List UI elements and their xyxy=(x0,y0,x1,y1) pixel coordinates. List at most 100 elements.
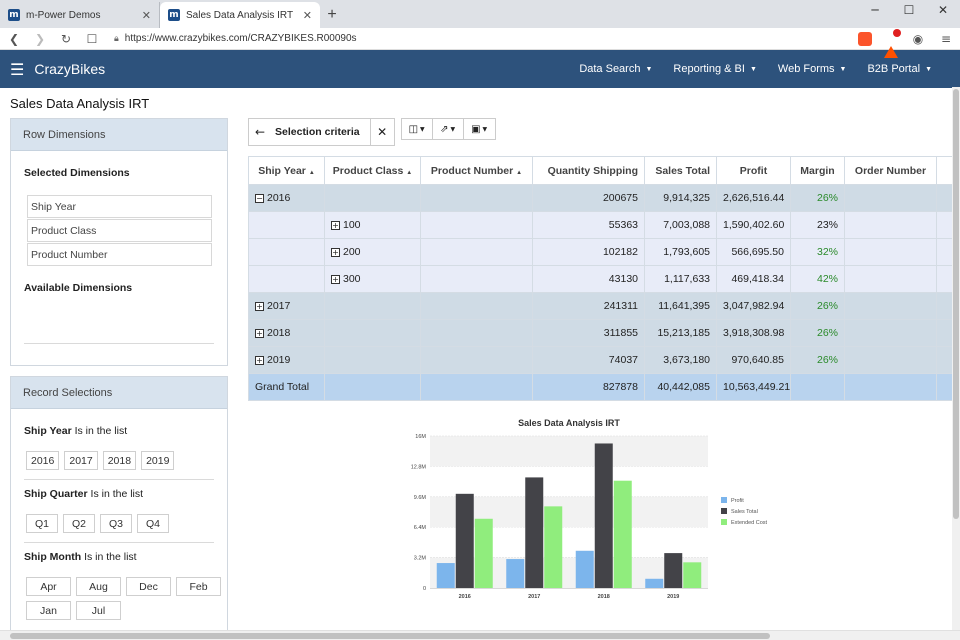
legend-swatch[interactable] xyxy=(721,497,727,503)
expand-icon[interactable]: + xyxy=(331,220,340,230)
column-header[interactable]: Product Number ▲ xyxy=(420,156,533,185)
menu-data-search[interactable]: Data Search ▼ xyxy=(579,63,653,75)
row-dimensions-header[interactable]: Row Dimensions xyxy=(11,119,227,151)
chart-bar-sales-total[interactable] xyxy=(525,477,544,588)
cell-product-number xyxy=(420,265,533,293)
brave-shield-icon[interactable] xyxy=(858,31,872,46)
browser-tab[interactable]: m m-Power Demos ✕ xyxy=(0,2,160,28)
chart-bar-extended-cost[interactable] xyxy=(544,506,563,588)
column-header[interactable]: Margin xyxy=(790,156,845,185)
rewards-icon[interactable] xyxy=(884,28,901,58)
cell-text: 40,442,085 xyxy=(657,381,710,393)
new-tab-button[interactable]: + xyxy=(327,6,337,23)
minimize-button[interactable]: ─ xyxy=(871,3,879,17)
bookmark-icon[interactable]: ☐ xyxy=(86,31,98,46)
chart-bar-sales-total[interactable] xyxy=(594,443,613,588)
value-chip[interactable]: 2019 xyxy=(141,451,175,470)
column-header[interactable]: Order Number xyxy=(844,156,937,185)
menu-reporting-bi[interactable]: Reporting & BI ▼ xyxy=(673,63,757,75)
expand-icon[interactable]: + xyxy=(255,355,264,365)
legend-label[interactable]: Profit xyxy=(731,498,744,504)
account-icon[interactable]: ◉ xyxy=(912,31,924,46)
legend-swatch[interactable] xyxy=(721,519,727,525)
dimension-product-number[interactable]: Product Number xyxy=(27,243,212,266)
scrollbar-thumb[interactable] xyxy=(10,633,770,639)
available-dimensions-label: Available Dimensions xyxy=(24,282,133,294)
menu-icon[interactable]: ≡ xyxy=(940,31,952,46)
collapse-icon[interactable]: − xyxy=(255,193,264,203)
value-chip[interactable]: Jan xyxy=(26,601,71,620)
cell-text: 74037 xyxy=(608,354,638,366)
expand-icon[interactable]: + xyxy=(255,301,264,311)
columns-button[interactable]: ◫ ▼ xyxy=(402,119,433,139)
value-chip[interactable]: Dec xyxy=(126,577,171,596)
close-window-button[interactable]: ✕ xyxy=(937,3,949,17)
dimension-ship-year[interactable]: Ship Year xyxy=(27,195,212,218)
value-chip[interactable]: Apr xyxy=(26,577,71,596)
x-tick-label: 2016 xyxy=(459,594,471,600)
legend-swatch[interactable] xyxy=(721,508,727,514)
forward-icon[interactable]: ❯ xyxy=(34,31,46,46)
cell-product-class xyxy=(324,346,421,374)
divider xyxy=(24,343,214,344)
value-chip[interactable]: 2016 xyxy=(26,451,60,470)
value-chip[interactable]: Q4 xyxy=(137,514,169,533)
horizontal-scrollbar[interactable] xyxy=(0,630,960,640)
legend-label[interactable]: Extended Cost xyxy=(731,520,768,526)
chart-bar-extended-cost[interactable] xyxy=(474,518,493,588)
column-header[interactable]: Quantity Shipping xyxy=(532,156,645,185)
close-tab-icon[interactable]: ✕ xyxy=(302,9,312,22)
legend-label[interactable]: Sales Total xyxy=(731,509,758,515)
url-field[interactable]: 🔒︎ https://www.crazybikes.com/CRAZYBIKES… xyxy=(110,33,848,44)
x-tick-label: 2019 xyxy=(667,594,679,600)
cell-text: 11,641,395 xyxy=(658,300,710,312)
selection-criteria-button[interactable]: ← Selection criteria ✕ xyxy=(248,118,395,146)
expand-icon[interactable]: + xyxy=(331,247,340,257)
column-header[interactable]: Product Class ▲ xyxy=(324,156,421,185)
cell-text: 970,640.85 xyxy=(731,354,784,366)
chart-bar-extended-cost[interactable] xyxy=(613,480,632,588)
chart-bar-profit[interactable] xyxy=(506,559,525,588)
dimension-product-class[interactable]: Product Class xyxy=(27,219,212,242)
expand-icon[interactable]: + xyxy=(331,274,340,284)
value-chip[interactable]: Q3 xyxy=(100,514,132,533)
arrow-left-icon[interactable]: ← xyxy=(254,125,266,139)
chart-bar-profit[interactable] xyxy=(575,550,594,588)
chart-bar-sales-total[interactable] xyxy=(664,553,683,588)
expand-icon[interactable]: + xyxy=(255,328,264,338)
reload-icon[interactable]: ↻ xyxy=(60,31,72,46)
hamburger-menu-icon[interactable]: ☰ xyxy=(10,59,25,79)
vertical-scrollbar[interactable] xyxy=(952,87,960,630)
back-icon[interactable]: ❮ xyxy=(8,31,20,46)
cell-profit: 2,626,516.44 xyxy=(716,184,791,212)
menu-b2b-portal[interactable]: B2B Portal ▼ xyxy=(867,63,932,75)
save-button[interactable]: ▣ ▼ xyxy=(464,119,495,139)
close-tab-icon[interactable]: ✕ xyxy=(141,9,151,22)
column-header[interactable]: Sales Total xyxy=(644,156,717,185)
chart-bar-profit[interactable] xyxy=(645,578,664,588)
value-chip[interactable]: Aug xyxy=(76,577,121,596)
maximize-button[interactable]: ☐ xyxy=(903,3,915,17)
menu-web-forms[interactable]: Web Forms ▼ xyxy=(777,63,847,75)
export-button[interactable]: ⇗ ▼ xyxy=(433,119,464,139)
column-header[interactable]: Ship Year ▲ xyxy=(248,156,325,185)
value-chip[interactable]: Feb xyxy=(176,577,221,596)
chart-bar-profit[interactable] xyxy=(436,563,455,588)
scrollbar-thumb[interactable] xyxy=(953,89,959,519)
value-chip[interactable]: Q1 xyxy=(26,514,58,533)
value-chip[interactable]: Q2 xyxy=(63,514,95,533)
chart-bar-sales-total[interactable] xyxy=(455,493,474,588)
record-selections-header[interactable]: Record Selections xyxy=(11,377,227,409)
y-tick-label: 6.4M xyxy=(414,525,427,531)
close-icon[interactable]: ✕ xyxy=(369,119,394,145)
chart-bar-extended-cost[interactable] xyxy=(683,562,702,588)
value-chip[interactable]: 2018 xyxy=(102,451,137,470)
cell-text: 26% xyxy=(816,327,838,339)
brand-name[interactable]: CrazyBikes xyxy=(34,61,106,77)
browser-tab-active[interactable]: m Sales Data Analysis IRT ✕ xyxy=(160,2,320,28)
value-chip[interactable]: Jul xyxy=(76,601,121,620)
column-header[interactable]: Profit xyxy=(716,156,791,185)
value-chip[interactable]: 2017 xyxy=(64,451,98,470)
cell-text: 10,563,449.21 xyxy=(723,381,791,393)
cell-order-number xyxy=(844,211,937,239)
